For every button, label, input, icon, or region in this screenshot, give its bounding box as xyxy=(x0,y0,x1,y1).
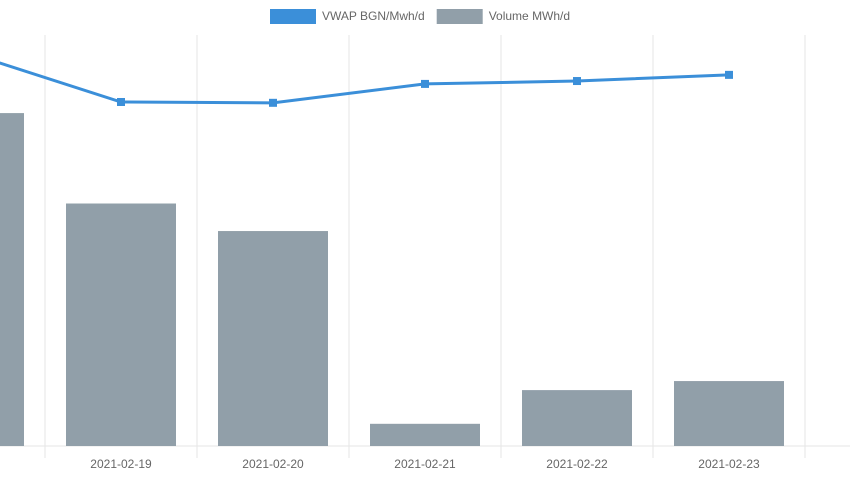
x-tick-label: 2021-02-22 xyxy=(546,457,608,471)
x-tick-label: 2021-02-19 xyxy=(90,457,152,471)
legend-swatch xyxy=(436,9,483,24)
legend-swatch xyxy=(270,9,316,24)
line-marker xyxy=(725,70,733,79)
line-marker xyxy=(421,79,429,88)
bar xyxy=(674,381,784,446)
bar xyxy=(522,390,632,446)
x-tick-label: 2021-02-23 xyxy=(698,457,760,471)
bar xyxy=(0,113,24,446)
legend-label: Volume MWh/d xyxy=(489,9,570,23)
bar xyxy=(66,203,176,446)
bar xyxy=(218,231,328,446)
line xyxy=(0,61,730,105)
line-marker xyxy=(573,77,581,86)
legend-label: VWAP BGN/Mwh/d xyxy=(322,9,425,23)
x-tick-label: 2021-02-21 xyxy=(394,457,456,471)
x-tick-label: 2021-02-20 xyxy=(242,457,304,471)
line-marker xyxy=(117,97,125,106)
bar xyxy=(370,423,480,446)
line-marker xyxy=(269,98,277,107)
